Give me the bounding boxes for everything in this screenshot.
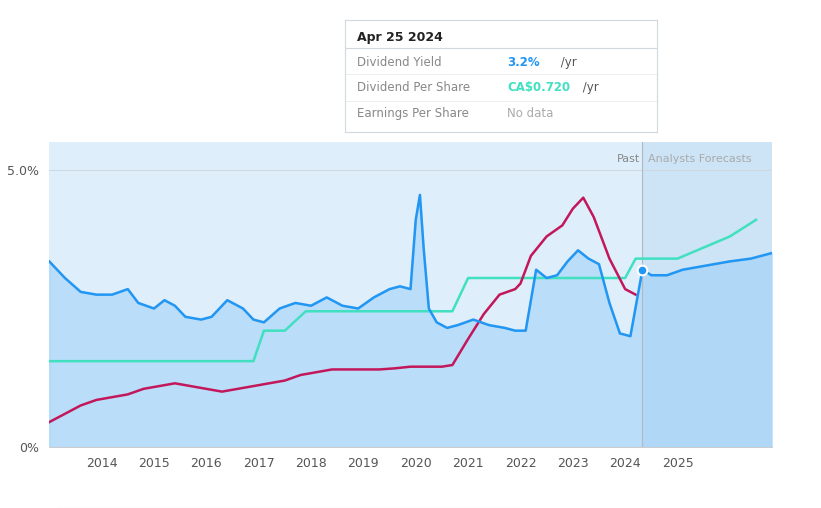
Text: Analysts Forecasts: Analysts Forecasts bbox=[648, 154, 751, 165]
Text: Dividend Per Share: Dividend Per Share bbox=[357, 81, 470, 93]
Text: Past: Past bbox=[617, 154, 640, 165]
Text: /yr: /yr bbox=[579, 81, 599, 93]
Text: Earnings Per Share: Earnings Per Share bbox=[357, 108, 469, 120]
Text: Dividend Yield: Dividend Yield bbox=[357, 56, 442, 69]
Text: CA$0.720: CA$0.720 bbox=[507, 81, 570, 93]
Text: No data: No data bbox=[507, 108, 553, 120]
Bar bbox=[642, 142, 772, 447]
Text: /yr: /yr bbox=[557, 56, 576, 69]
Text: 3.2%: 3.2% bbox=[507, 56, 539, 69]
Text: Apr 25 2024: Apr 25 2024 bbox=[357, 31, 443, 45]
